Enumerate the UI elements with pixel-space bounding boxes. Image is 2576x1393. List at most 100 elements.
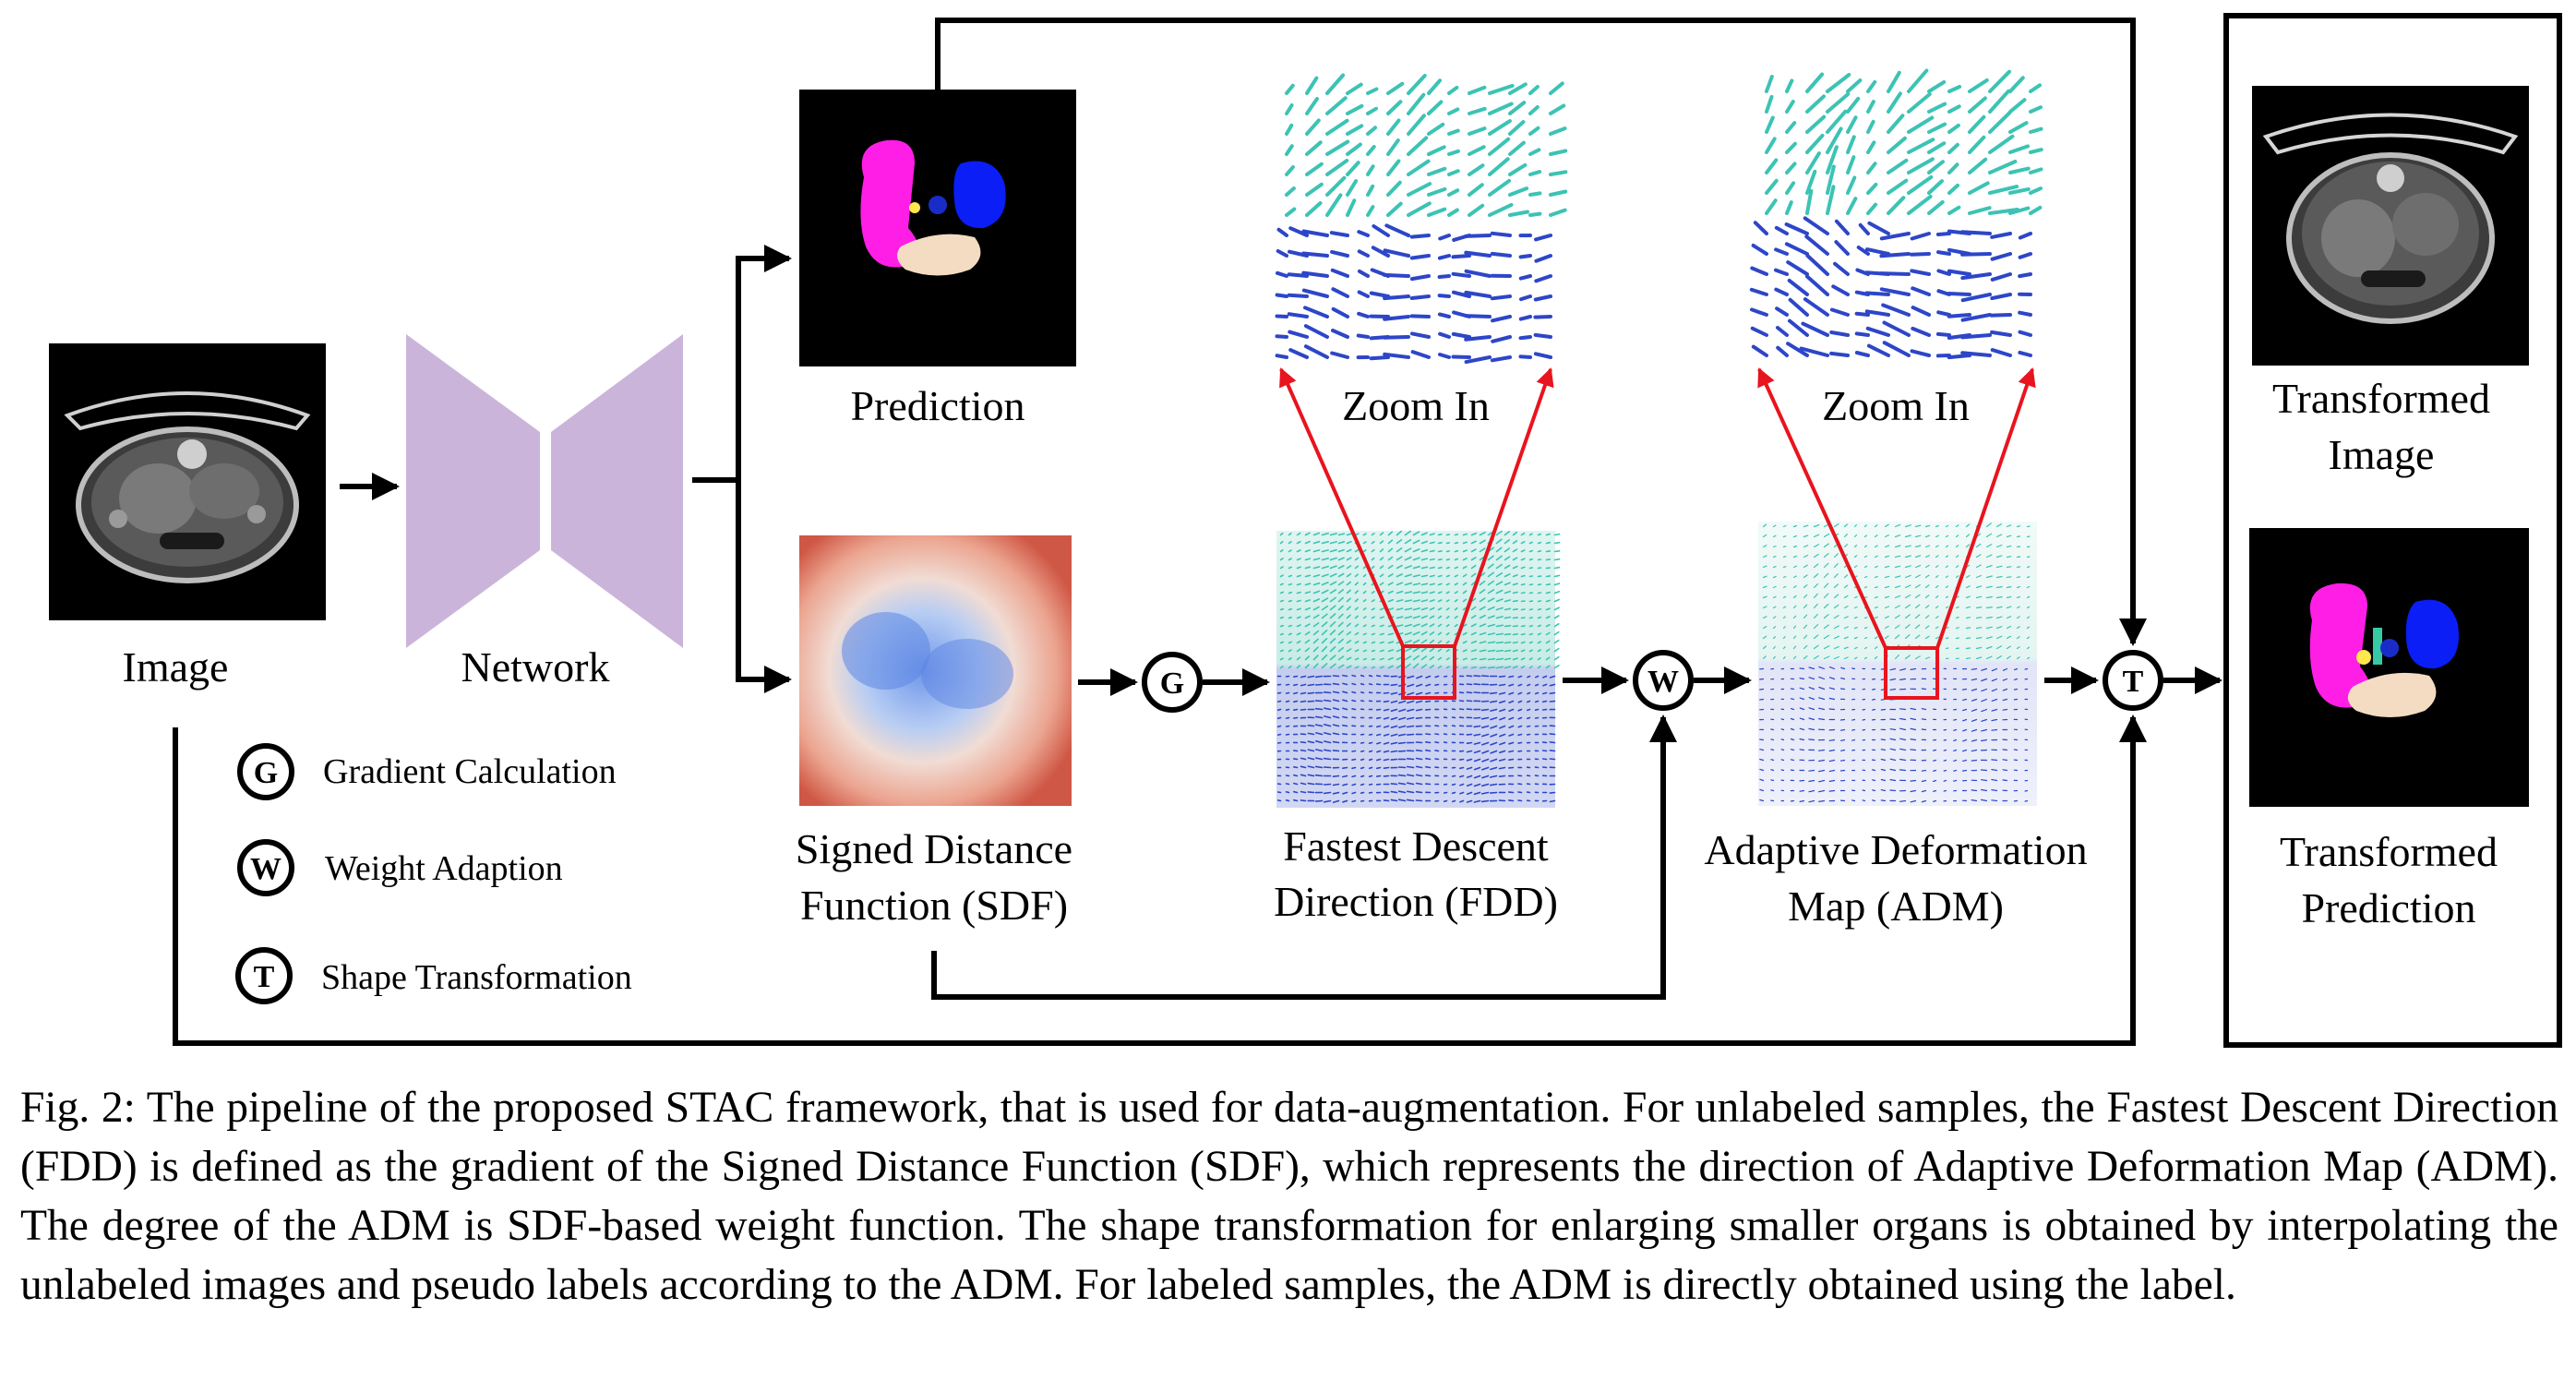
fdd-vector xyxy=(1454,574,1458,578)
adm-zoom-vector xyxy=(1968,206,1992,215)
adm-zoom-vector xyxy=(1826,164,1836,195)
adm-zoom-vector xyxy=(1910,349,1931,357)
adm-vector xyxy=(1772,565,1777,569)
fdd-vector xyxy=(1329,596,1336,603)
fdd-zoom-vector xyxy=(1528,105,1540,115)
fdd-zoom-vector xyxy=(1488,178,1512,197)
fdd-vector xyxy=(1332,682,1340,686)
fdd-vector xyxy=(1445,640,1450,644)
fdd-zoom-vector xyxy=(1331,306,1349,318)
fdd-vector xyxy=(1329,557,1337,561)
arrow-image-to-transform xyxy=(173,715,2147,1046)
adm-vector xyxy=(1817,789,1826,793)
fdd-vector xyxy=(1371,632,1376,636)
adm-zoom-vector xyxy=(1774,247,1789,256)
adm-vector xyxy=(1808,677,1815,680)
fdd-vector xyxy=(1329,646,1336,653)
fdd-vector xyxy=(1528,624,1533,628)
adm-vector xyxy=(1762,616,1767,619)
adm-vector xyxy=(1839,739,1846,741)
adm-vector xyxy=(1874,655,1878,660)
adm-vector xyxy=(1853,626,1858,630)
fdd-vector xyxy=(1288,607,1293,611)
fdd-zoom-vector xyxy=(1325,175,1347,197)
fdd-vector xyxy=(1528,541,1533,545)
adm-vector xyxy=(1995,616,2003,619)
fdd-vector xyxy=(1470,564,1477,570)
fdd-vector xyxy=(1346,665,1352,669)
fdd-vector xyxy=(1470,557,1477,561)
adm-vector xyxy=(1782,595,1787,599)
fdd-vector xyxy=(1351,674,1357,678)
adm-vector xyxy=(1813,544,1820,548)
fdd-vector xyxy=(1332,715,1340,719)
adm-vector xyxy=(1924,584,1930,589)
adm-zoom-vector xyxy=(1968,96,1987,114)
fdd-vector xyxy=(1354,657,1360,661)
fdd-vector xyxy=(1495,571,1504,578)
fdd-zoom-vector xyxy=(1346,142,1362,156)
adm-vector xyxy=(1935,534,1939,538)
adm-zoom-vector xyxy=(1947,162,1959,174)
adm-vector xyxy=(1884,534,1889,538)
fdd-vector xyxy=(1351,783,1357,787)
fdd-vector xyxy=(1498,675,1506,678)
adm-vector xyxy=(1839,759,1846,762)
fdd-vector xyxy=(1398,716,1407,721)
fdd-vector xyxy=(1434,683,1440,687)
adm-vector xyxy=(1904,555,1911,558)
fdd-vector xyxy=(1368,783,1373,786)
adm-zoom-vector xyxy=(1784,242,1809,256)
adm-vector xyxy=(1894,575,1901,579)
fdd-zoom-vector xyxy=(1410,350,1431,359)
adm-vector xyxy=(1985,554,1993,558)
adm-vector xyxy=(1874,636,1878,640)
fdd-vector xyxy=(1362,590,1367,594)
adm-vector xyxy=(2016,606,2020,609)
adm-vector xyxy=(1935,574,1939,579)
fdd-vector xyxy=(1542,691,1548,695)
fdd-vector xyxy=(1337,655,1345,661)
adm-vector xyxy=(1862,708,1866,711)
fdd-vector xyxy=(1379,557,1384,561)
adm-vector xyxy=(1981,678,1988,682)
fdd-vector xyxy=(1407,782,1415,786)
adm-vector xyxy=(1904,524,1911,528)
fdd-vector xyxy=(1537,533,1542,536)
fdd-vector xyxy=(1304,591,1312,594)
fdd-zoom-vector xyxy=(1303,324,1329,339)
adm-vector xyxy=(1871,789,1876,792)
adm-vector xyxy=(1924,534,1931,538)
adm-vector xyxy=(1985,606,1993,609)
fdd-vector xyxy=(1499,750,1506,754)
fdd-vector xyxy=(1321,662,1328,669)
adm-vector xyxy=(1914,594,1921,599)
fdd-vector xyxy=(1342,724,1348,727)
adm-zoom-vector xyxy=(2008,144,2031,154)
adm-vector xyxy=(1933,799,1937,802)
adm-zoom-vector xyxy=(1784,222,1809,235)
adm-vector xyxy=(1899,769,1907,772)
adm-vector xyxy=(1782,575,1787,579)
fdd-zoom-vector xyxy=(1366,106,1378,115)
fdd-vector xyxy=(1490,758,1498,763)
adm-vector xyxy=(1943,759,1947,762)
adm-vector xyxy=(1955,524,1959,528)
adm-vector xyxy=(1803,634,1808,640)
adm-vector xyxy=(1839,718,1846,721)
adm-zoom-vector xyxy=(2008,76,2025,93)
fdd-vector xyxy=(1420,574,1429,578)
fdd-vector xyxy=(1412,599,1420,603)
adm-vector xyxy=(1981,698,1988,703)
adm-vector xyxy=(1813,623,1819,630)
adm-vector xyxy=(1782,556,1787,558)
fdd-vector xyxy=(1279,641,1284,644)
fdd-vector xyxy=(1445,615,1450,619)
adm-zoom-vector xyxy=(1846,175,1857,195)
fdd-vector xyxy=(1351,716,1357,719)
adm-zoom-vector xyxy=(1765,178,1779,195)
fdd-vector xyxy=(1504,564,1511,570)
fdd-vector xyxy=(1527,675,1531,678)
fdd-vector xyxy=(1462,657,1468,661)
adm-vector xyxy=(1985,636,1993,640)
